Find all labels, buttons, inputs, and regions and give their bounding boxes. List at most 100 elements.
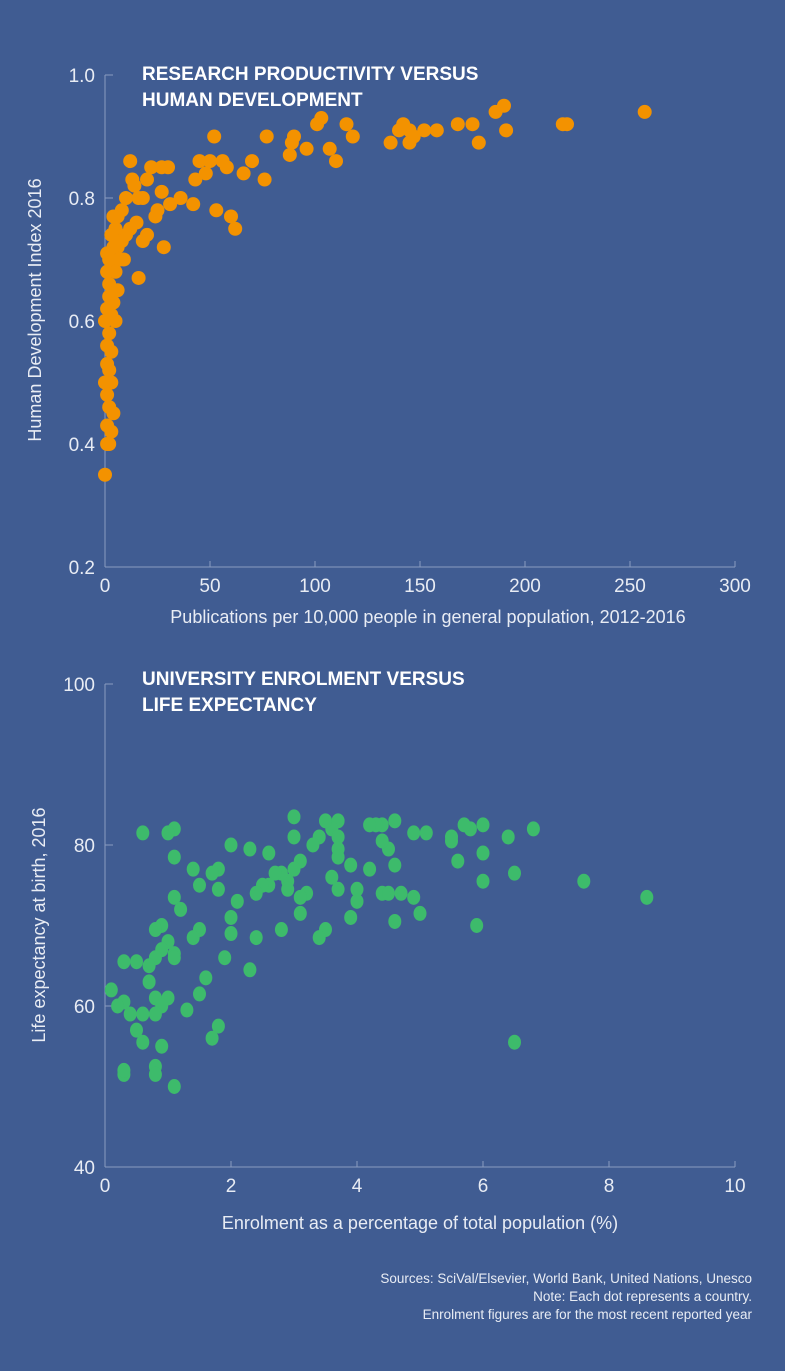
data-point (136, 1034, 150, 1050)
data-point (350, 881, 364, 897)
data-point (117, 954, 131, 970)
data-point (555, 117, 570, 132)
data-point (199, 970, 213, 986)
data-point (192, 154, 207, 169)
data-point (245, 154, 259, 169)
data-point (344, 857, 358, 873)
data-point (167, 1079, 181, 1094)
data-point (508, 865, 521, 881)
data-point (173, 191, 188, 205)
data-point (108, 221, 123, 236)
data-point (419, 825, 433, 841)
footer-notes: Sources: SciVal/Elsevier, World Bank, Un… (380, 1271, 752, 1322)
data-point (209, 203, 224, 218)
x-tick-label: 2 (226, 1176, 237, 1197)
data-point (215, 154, 230, 169)
data-point (127, 178, 142, 193)
x-axis-label: Publications per 10,000 people in genera… (170, 607, 685, 627)
data-point (148, 1006, 162, 1022)
data-point (102, 326, 117, 341)
data-point (287, 861, 301, 877)
data-point (224, 909, 238, 925)
data-point (104, 982, 118, 998)
data-point (501, 829, 515, 845)
data-point (154, 184, 169, 199)
data-point (488, 104, 503, 119)
data-point (287, 809, 301, 825)
data-point (287, 829, 301, 845)
x-tick-label: 250 (614, 576, 646, 597)
data-point (130, 1022, 143, 1038)
data-point (100, 246, 115, 261)
data-point (167, 849, 181, 865)
data-point (350, 893, 364, 909)
data-point (363, 817, 377, 833)
x-tick-label: 4 (352, 1176, 363, 1197)
x-tick-label: 8 (604, 1176, 615, 1197)
data-point (243, 841, 257, 857)
data-point (262, 845, 276, 861)
data-point (407, 889, 421, 905)
data-point (274, 922, 288, 938)
data-point (104, 344, 119, 359)
data-point (331, 849, 345, 865)
data-point (450, 117, 465, 132)
chart-enrolment-vs-life-expectancy: UNIVERSITY ENROLMENT VERSUS LIFE EXPECTA… (29, 669, 746, 1233)
y-tick-label: 0.8 (69, 189, 95, 210)
data-point (299, 141, 314, 156)
chart-title-line-1: UNIVERSITY ENROLMENT VERSUS (142, 669, 465, 690)
data-point (224, 926, 238, 942)
data-point (205, 1030, 219, 1046)
x-tick-label: 50 (199, 576, 220, 597)
data-point (205, 865, 219, 881)
x-tick-label: 150 (404, 576, 436, 597)
data-point (508, 1034, 521, 1050)
data-point (637, 104, 652, 119)
data-point (281, 881, 295, 897)
data-point (577, 873, 591, 889)
data-point (148, 922, 162, 938)
data-point (470, 918, 484, 933)
data-point (186, 861, 200, 877)
data-point (293, 905, 307, 921)
data-point (100, 301, 115, 316)
data-point (329, 154, 343, 169)
data-point (445, 833, 458, 849)
y-tick-label: 100 (63, 675, 95, 696)
data-point (476, 873, 490, 889)
data-point (249, 930, 263, 946)
data-point (167, 889, 181, 905)
data-point (104, 424, 119, 439)
x-tick-label: 100 (299, 576, 331, 597)
data-point (211, 881, 225, 897)
data-point (102, 289, 117, 304)
data-point (375, 833, 389, 849)
x-tick-label: 6 (478, 1176, 489, 1197)
data-point (148, 209, 163, 224)
data-point (100, 357, 115, 372)
y-tick-label: 1.0 (69, 66, 95, 87)
x-tick-label: 0 (100, 1176, 111, 1197)
data-point (319, 813, 332, 829)
data-point (106, 406, 121, 421)
data-point (224, 837, 238, 853)
dot-note: Note: Each dot represents a country. (533, 1289, 752, 1304)
y-axis-label: Human Development Index 2016 (25, 178, 45, 441)
data-point (156, 240, 171, 255)
y-tick-label: 0.2 (69, 558, 95, 579)
y-tick-label: 0.6 (69, 312, 95, 333)
data-point (188, 172, 203, 187)
data-point (331, 829, 345, 845)
data-point (339, 117, 354, 132)
data-point (471, 135, 486, 150)
data-point (382, 885, 395, 901)
data-point (111, 998, 125, 1014)
data-point (117, 1062, 131, 1078)
y-tick-label: 60 (74, 997, 95, 1018)
data-point (402, 135, 417, 150)
data-point (148, 1066, 162, 1082)
data-point (394, 885, 408, 901)
data-point (106, 209, 121, 224)
data-point (186, 197, 201, 212)
